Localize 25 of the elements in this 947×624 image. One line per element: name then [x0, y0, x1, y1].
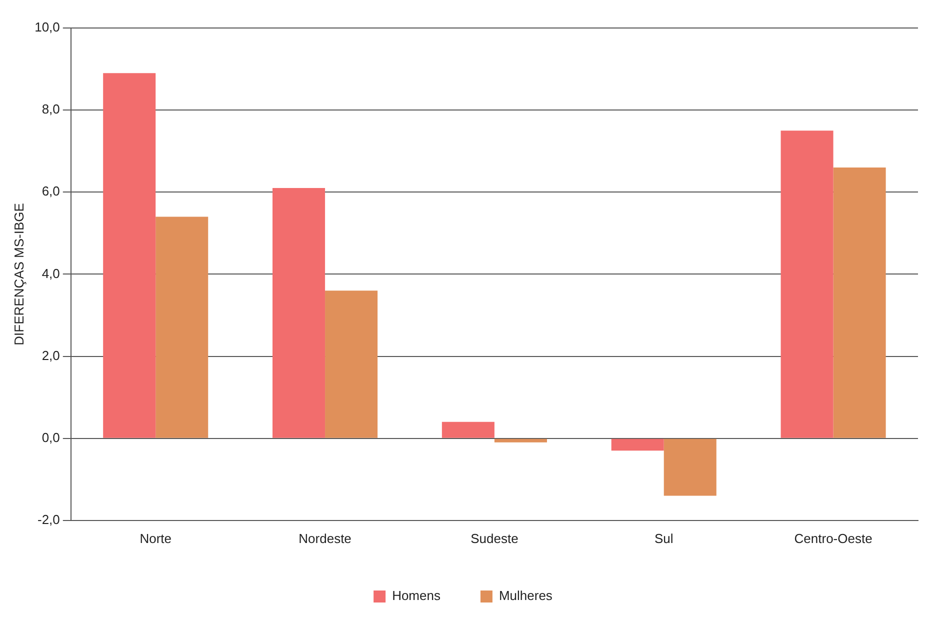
bar	[833, 168, 886, 438]
y-axis-title: DIFERENÇAS MS-IBGE	[11, 202, 26, 346]
x-tick-label: Norte	[140, 530, 172, 546]
bar	[156, 216, 208, 438]
y-tick-label: 10,0	[34, 20, 60, 35]
legend-label: Homens	[392, 588, 441, 604]
y-tick-label: 8,0	[42, 102, 60, 117]
bar	[442, 422, 494, 438]
bar	[272, 188, 326, 438]
legend-label: Mulheres	[498, 588, 553, 604]
x-tick-label: Sul	[654, 530, 674, 546]
bar	[780, 130, 834, 438]
bar	[611, 438, 664, 451]
y-tick-label: 6,0	[42, 184, 60, 199]
x-tick-label: Nordeste	[298, 530, 352, 546]
x-tick-label: Centro-Oeste	[794, 530, 872, 546]
bar	[103, 73, 156, 438]
y-tick-label: 2,0	[42, 348, 60, 363]
x-tick-label: Sudeste	[470, 530, 518, 546]
y-tick-label: -2,0	[37, 512, 60, 527]
y-tick-label: 0,0	[42, 430, 60, 445]
bar	[494, 438, 547, 442]
bar	[664, 438, 716, 496]
y-tick-label: 4,0	[42, 266, 60, 281]
bar	[325, 290, 378, 438]
